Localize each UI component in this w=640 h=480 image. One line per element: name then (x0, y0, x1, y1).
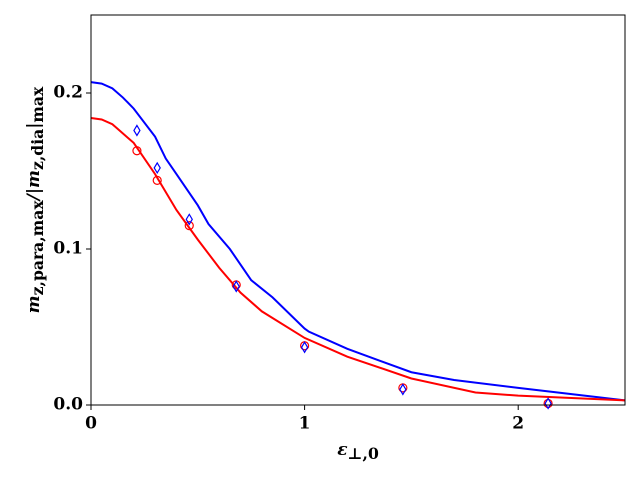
diamond-marker (232, 280, 240, 293)
x-tick-label: 0 (85, 414, 97, 434)
label-part: /| (24, 188, 44, 202)
line (90, 116, 626, 402)
diamond-marker (185, 213, 193, 226)
subscript: z,para,max (28, 200, 47, 296)
y-tick-label: 0.1 (53, 239, 83, 259)
circle-marker (184, 221, 194, 231)
x-tick-label: 1 (299, 414, 311, 434)
diamond-marker (544, 397, 552, 410)
y-tick-label: 0.0 (53, 395, 83, 415)
label-part: ε (337, 440, 347, 460)
label-part: | (24, 123, 44, 129)
circle-marker (152, 175, 162, 185)
y-tick-label: 0.2 (53, 83, 83, 103)
subscript: ⊥,0 (348, 444, 379, 463)
diamond-marker (399, 383, 407, 396)
diamond-marker (300, 341, 309, 354)
x-tick-label: 2 (512, 414, 524, 434)
plot-frame (90, 14, 626, 406)
y-axis-label: mz,para,max/|mz,dia|max (24, 86, 47, 313)
label-part: m (24, 170, 44, 188)
circle-marker (132, 146, 142, 156)
line (90, 81, 626, 402)
label-part: m (24, 295, 44, 313)
diamond-marker (133, 124, 141, 137)
x-axis-label: ε⊥,0 (337, 440, 379, 463)
subscript: z,dia (28, 129, 47, 170)
diamond-marker (153, 161, 161, 175)
subscript: max (28, 86, 47, 123)
